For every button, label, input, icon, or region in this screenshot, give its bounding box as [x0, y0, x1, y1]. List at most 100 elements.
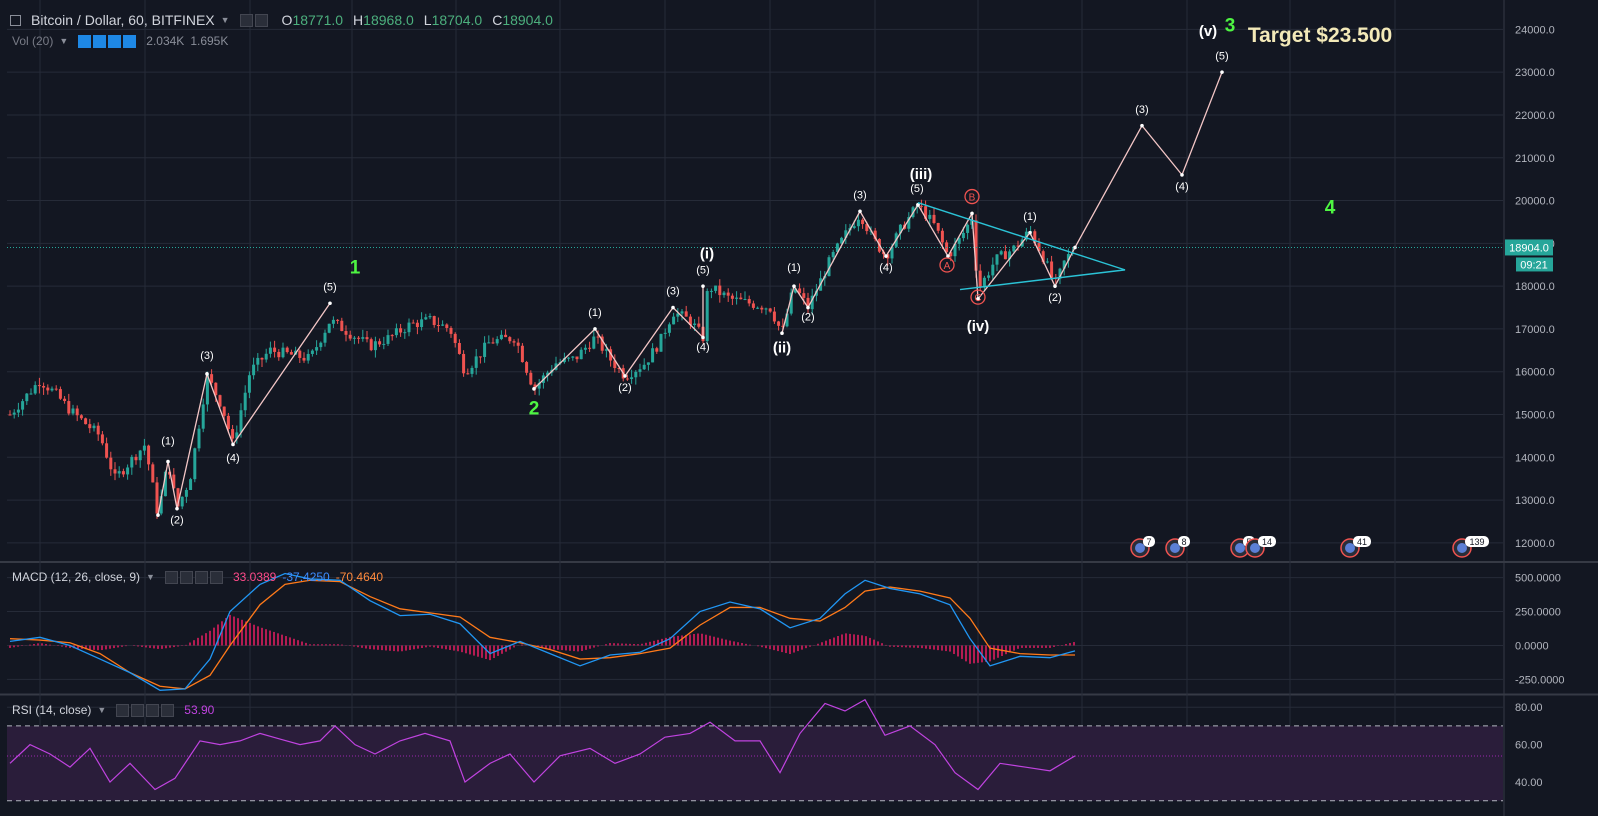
candle-body: [88, 424, 92, 429]
wave-point: [1073, 245, 1077, 250]
close-icon[interactable]: [209, 570, 223, 584]
candle-body: [134, 456, 138, 461]
wave-point: [701, 284, 705, 288]
candle-body: [71, 408, 75, 414]
price-tick-label: 12000.0: [1515, 538, 1555, 550]
rsi-value: 53.90: [184, 703, 215, 717]
volume-label[interactable]: Vol (20): [12, 34, 54, 48]
macd-line-value: -37.4250: [282, 570, 330, 584]
plus-icon[interactable]: [146, 703, 160, 717]
candle-body: [344, 331, 348, 335]
candle-body: [256, 357, 260, 365]
plus-icon[interactable]: [194, 570, 208, 584]
collapse-legend-icon[interactable]: [10, 14, 21, 26]
candle-body: [483, 342, 487, 357]
chevron-down-icon[interactable]: ▼: [59, 36, 69, 46]
candle-body: [361, 337, 365, 339]
candle-body: [159, 496, 163, 514]
gear-icon[interactable]: [179, 570, 193, 584]
rsi-line: [9, 698, 1076, 791]
candle-body: [663, 332, 667, 334]
candle-body: [504, 334, 508, 338]
wave-label: (5): [1215, 50, 1228, 62]
chevron-down-icon[interactable]: ▼: [220, 15, 230, 25]
candle-body: [827, 257, 831, 277]
candle-body: [995, 254, 999, 265]
candle-body: [214, 382, 218, 396]
candle-body: [798, 288, 802, 294]
candle-body: [407, 322, 411, 333]
candle-body: [130, 456, 134, 468]
candle-body: [890, 246, 894, 259]
wave-label: (2): [1048, 292, 1061, 304]
gear-icon[interactable]: [254, 13, 268, 27]
symbol-title[interactable]: Bitcoin / Dollar, 60, BITFINEX: [31, 12, 215, 28]
wave-point: [916, 203, 920, 207]
candle-body: [319, 342, 323, 348]
wave-point: [701, 335, 705, 340]
chevron-down-icon[interactable]: ▼: [146, 572, 155, 582]
plus-icon[interactable]: [108, 34, 122, 48]
candle-body: [1062, 260, 1066, 269]
rsi-tick-label: 60.00: [1515, 740, 1543, 752]
candle-body: [613, 360, 617, 369]
rsi-label[interactable]: RSI (14, close): [12, 703, 92, 717]
candle-body: [243, 392, 247, 411]
eye-icon[interactable]: [116, 703, 130, 717]
candle-body: [105, 443, 109, 458]
candle-body: [760, 307, 764, 310]
wave-point: [1180, 173, 1184, 177]
candle-body: [92, 425, 96, 429]
macd-signal-line: [9, 579, 1075, 690]
candle-body: [961, 232, 965, 239]
macd-tools[interactable]: [164, 570, 223, 584]
triangle-pattern: [917, 202, 1126, 291]
eye-icon[interactable]: [78, 34, 92, 48]
candle-body: [1024, 231, 1028, 240]
gear-icon[interactable]: [131, 703, 145, 717]
candle-body: [394, 328, 398, 336]
close-icon[interactable]: [123, 34, 137, 48]
candle-body: [331, 319, 335, 324]
rsi-tick-label: 80.00: [1515, 702, 1543, 714]
candle-body: [260, 357, 264, 360]
wave-label: (5): [696, 264, 709, 276]
candle-body: [399, 328, 403, 333]
candle-body: [705, 291, 709, 342]
gear-icon[interactable]: [93, 34, 107, 48]
wave-label: (1): [588, 307, 601, 319]
candle-body: [16, 409, 20, 413]
price-tick-label: 15000.0: [1515, 410, 1555, 422]
chevron-down-icon[interactable]: ▼: [97, 705, 107, 715]
candle-body: [520, 345, 524, 363]
price-tick-label: 13000.0: [1515, 495, 1555, 507]
macd-signal-value: -70.4640: [335, 570, 384, 584]
candle-body: [718, 285, 722, 296]
wave-point: [593, 327, 597, 331]
close-icon[interactable]: [161, 703, 175, 717]
candle-body: [562, 358, 566, 363]
eye-icon[interactable]: [164, 570, 178, 584]
volume-tools[interactable]: [78, 34, 137, 48]
event-count: 8: [1181, 537, 1186, 547]
price-tick-label: 17000.0: [1515, 324, 1555, 336]
price-tick-label: 22000.0: [1515, 110, 1555, 122]
eye-icon[interactable]: [239, 13, 253, 27]
candle-body: [42, 385, 46, 388]
candle-body: [441, 324, 445, 326]
rsi-tools[interactable]: [116, 703, 175, 717]
wave-point: [780, 331, 784, 336]
candle-body: [987, 275, 991, 278]
candle-body: [537, 382, 541, 389]
event-flag-icon: [1345, 543, 1355, 553]
candle-body: [428, 316, 432, 318]
macd-label[interactable]: MACD (12, 26, close, 9): [12, 570, 141, 584]
ohlc-high-label: H: [353, 12, 364, 28]
candle-body: [1066, 254, 1070, 261]
candle-body: [575, 356, 579, 360]
legend-tools[interactable]: [239, 13, 268, 27]
candle-body: [453, 333, 457, 343]
candle-body: [205, 374, 209, 405]
candle-body: [567, 357, 571, 359]
